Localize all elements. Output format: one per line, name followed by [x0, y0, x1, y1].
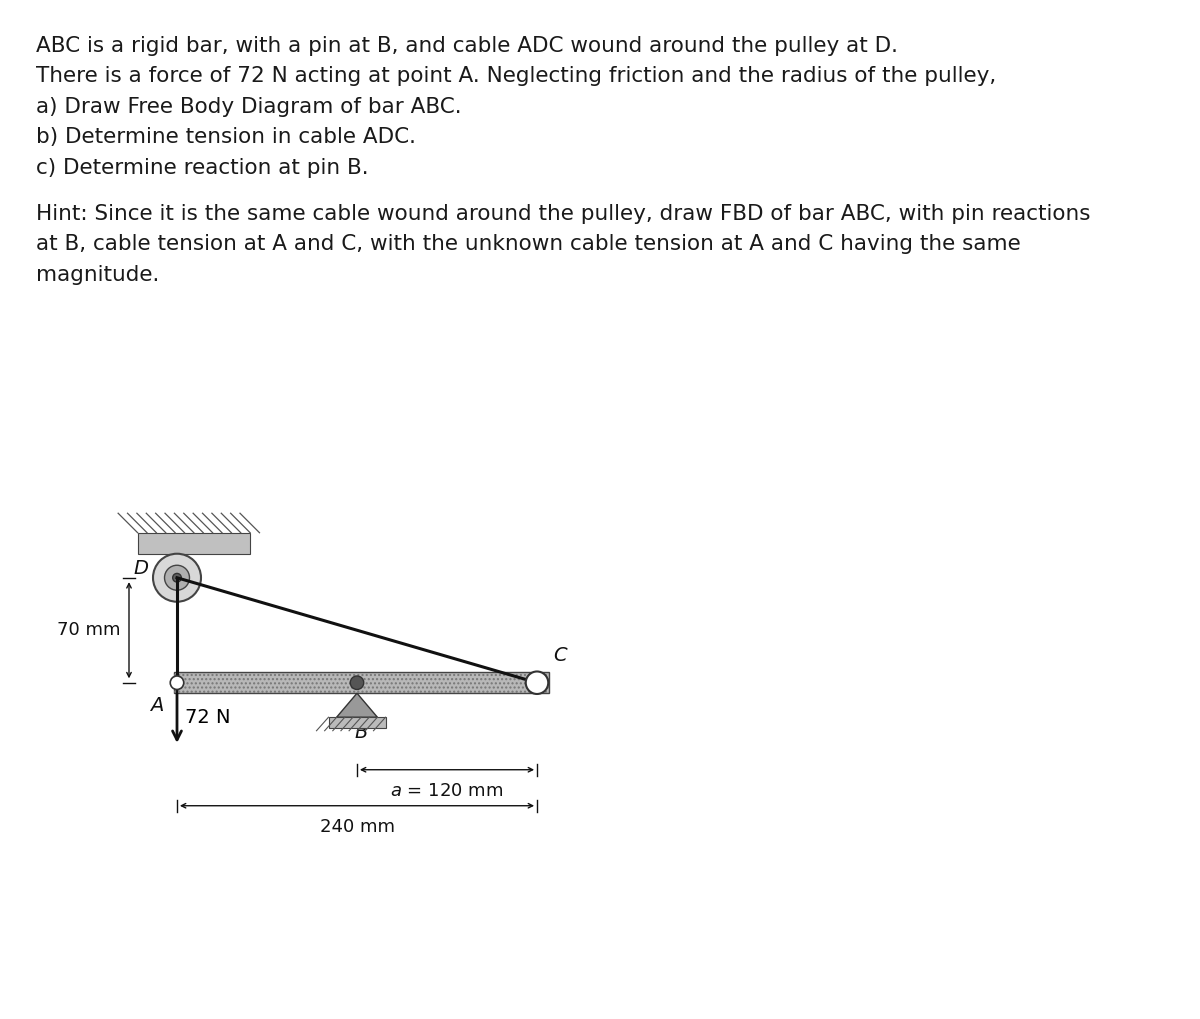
Text: 72 N: 72 N [185, 708, 230, 727]
Bar [329, 717, 385, 728]
Polygon shape [336, 693, 378, 717]
Text: magnitude.: magnitude. [36, 265, 160, 285]
Text: D: D [133, 559, 149, 578]
Text: There is a force of 72 N acting at point A. Neglecting friction and the radius o: There is a force of 72 N acting at point… [36, 66, 996, 87]
Circle shape [526, 672, 548, 694]
Text: 240 mm: 240 mm [319, 817, 395, 836]
Text: B: B [354, 723, 367, 742]
Bar [174, 673, 550, 693]
Text: ABC is a rigid bar, with a pin at B, and cable ADC wound around the pulley at D.: ABC is a rigid bar, with a pin at B, and… [36, 36, 898, 56]
Bar [174, 673, 550, 693]
Bar [138, 533, 250, 553]
Text: C: C [553, 646, 568, 664]
Text: Hint: Since it is the same cable wound around the pulley, draw FBD of bar ABC, w: Hint: Since it is the same cable wound a… [36, 204, 1091, 224]
Circle shape [154, 553, 202, 602]
Circle shape [173, 574, 181, 582]
Text: 70 mm: 70 mm [56, 622, 120, 639]
Circle shape [350, 676, 364, 690]
Text: c) Determine reaction at pin B.: c) Determine reaction at pin B. [36, 158, 368, 178]
Text: at B, cable tension at A and C, with the unknown cable tension at A and C having: at B, cable tension at A and C, with the… [36, 234, 1020, 255]
Text: A: A [150, 696, 163, 715]
Text: b) Determine tension in cable ADC.: b) Determine tension in cable ADC. [36, 127, 415, 148]
Circle shape [170, 676, 184, 690]
Text: a) Draw Free Body Diagram of bar ABC.: a) Draw Free Body Diagram of bar ABC. [36, 97, 461, 117]
Circle shape [164, 566, 190, 590]
Text: $a$ = 120 mm: $a$ = 120 mm [390, 782, 504, 800]
